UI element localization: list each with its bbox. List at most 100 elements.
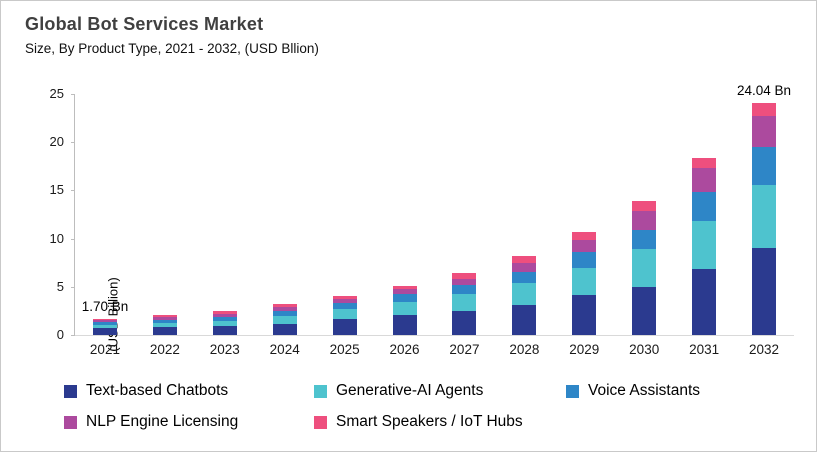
y-tick-label-10: 10: [49, 230, 64, 246]
bar-segment-2032-smart-speakers-iot-hubs: [752, 103, 777, 116]
bar-segment-2028-generative-ai-agents: [512, 282, 537, 306]
bar-segment-2021-voice-assistants: [92, 322, 117, 326]
y-tick-mark-0: [71, 335, 75, 336]
bar-segment-2021-text-based-chatbots: [92, 328, 117, 335]
bar-segment-2026-smart-speakers-iot-hubs: [392, 285, 417, 290]
x-tick-label-2027: 2027: [449, 342, 480, 357]
bar-segment-2029-nlp-engine-licensing: [572, 240, 597, 252]
bar-segment-2026-voice-assistants: [392, 294, 417, 303]
legend-swatch-icon: [314, 384, 327, 398]
legend-swatch-icon: [566, 384, 579, 398]
x-tick-label-2026: 2026: [389, 342, 420, 357]
x-tick-label-2029: 2029: [569, 342, 600, 357]
x-tick-label-2032: 2032: [749, 342, 780, 357]
bar-segment-2030-text-based-chatbots: [632, 286, 657, 335]
bar-segment-2024-nlp-engine-licensing: [272, 307, 297, 312]
y-tick-label-15: 15: [49, 182, 64, 198]
y-tick-mark-20: [71, 142, 75, 144]
bar-segment-2028-voice-assistants: [512, 271, 537, 283]
bar-2026: [392, 285, 417, 335]
y-tick-label-0: 0: [56, 327, 64, 342]
bar-2029: [572, 232, 597, 335]
bar-segment-2029-text-based-chatbots: [572, 295, 597, 335]
bar-segment-2032-nlp-engine-licensing: [752, 115, 777, 148]
legend-swatch-icon: [314, 415, 327, 429]
y-tick-label-20: 20: [49, 134, 64, 150]
bar-2021: [92, 318, 117, 335]
bar-segment-2022-text-based-chatbots: [152, 327, 177, 335]
bar-segment-2024-voice-assistants: [272, 311, 297, 317]
bar-2028: [512, 255, 537, 335]
bar-segment-2025-generative-ai-agents: [332, 309, 357, 320]
bar-segment-2029-generative-ai-agents: [572, 267, 597, 296]
bar-segment-2021-smart-speakers-iot-hubs: [92, 318, 117, 321]
bar-segment-2024-generative-ai-agents: [272, 316, 297, 325]
bar-segment-2028-nlp-engine-licensing: [512, 262, 537, 272]
page-subtitle: Size, By Product Type, 2021 - 2032, (USD…: [25, 41, 319, 56]
x-tick-label-2031: 2031: [689, 342, 720, 357]
bar-2025: [332, 296, 357, 335]
x-tick-label-2023: 2023: [209, 342, 240, 357]
bar-segment-2030-smart-speakers-iot-hubs: [632, 201, 657, 212]
legend-item-voice-assistants: Voice Assistants: [566, 382, 794, 400]
bar-segment-2031-voice-assistants: [692, 192, 717, 222]
bar-segment-2030-nlp-engine-licensing: [632, 211, 657, 230]
bar-segment-2026-nlp-engine-licensing: [392, 289, 417, 295]
legend-item-generative-ai-agents: Generative-AI Agents: [314, 382, 566, 400]
bar-segment-2029-voice-assistants: [572, 251, 597, 268]
legend-label: Generative-AI Agents: [336, 382, 484, 399]
bar-segment-2027-generative-ai-agents: [452, 294, 477, 312]
bar-segment-2032-generative-ai-agents: [752, 184, 777, 248]
bar-segment-2022-nlp-engine-licensing: [152, 317, 177, 320]
y-tick-mark-10: [71, 238, 75, 240]
bar-segment-2023-text-based-chatbots: [212, 326, 237, 335]
bar-segment-2025-nlp-engine-licensing: [332, 299, 357, 304]
bar-segment-2022-generative-ai-agents: [152, 323, 177, 328]
bar-segment-2028-text-based-chatbots: [512, 305, 537, 335]
legend-label: Voice Assistants: [588, 382, 701, 399]
bar-segment-2026-generative-ai-agents: [392, 302, 417, 316]
bar-2032: [752, 103, 777, 335]
x-tick-label-2028: 2028: [509, 342, 540, 357]
bar-segment-2029-smart-speakers-iot-hubs: [572, 232, 597, 240]
bar-2024: [272, 304, 297, 335]
x-tick-label-2025: 2025: [329, 342, 360, 357]
legend-item-smart-speakers-iot-hubs: Smart Speakers / IoT Hubs: [314, 413, 566, 431]
bar-segment-2023-nlp-engine-licensing: [212, 314, 237, 318]
plot-area: (USD Billion) 0 5 10 15 20 25 2021 2022 2023 202…: [50, 83, 794, 357]
legend: Text-based Chatbots Generative-AI Agents V…: [64, 382, 794, 431]
bar-segment-2027-voice-assistants: [452, 285, 477, 295]
bar-segment-2027-nlp-engine-licensing: [452, 278, 477, 286]
x-tick-label-2021: 2021: [89, 342, 120, 357]
bar-segment-2032-voice-assistants: [752, 147, 777, 185]
bar-segment-2032-text-based-chatbots: [752, 247, 777, 335]
bar-2023: [212, 311, 237, 335]
bar-segment-2023-voice-assistants: [212, 317, 237, 322]
annotation-2021: 1.70 Bn: [81, 298, 129, 314]
bar-segment-2026-text-based-chatbots: [392, 315, 417, 335]
bar-segment-2031-text-based-chatbots: [692, 269, 717, 335]
y-tick-mark-15: [71, 190, 75, 192]
legend-label: NLP Engine Licensing: [86, 413, 239, 430]
bar-segment-2027-smart-speakers-iot-hubs: [452, 272, 477, 279]
bar-segment-2031-generative-ai-agents: [692, 221, 717, 270]
bar-segment-2024-text-based-chatbots: [272, 324, 297, 335]
bar-segment-2022-voice-assistants: [152, 319, 177, 324]
legend-swatch-icon: [64, 415, 77, 429]
bar-segment-2023-generative-ai-agents: [212, 321, 237, 327]
bar-segment-2023-smart-speakers-iot-hubs: [212, 311, 237, 315]
bar-2027: [452, 272, 477, 335]
bar-segment-2025-text-based-chatbots: [332, 319, 357, 335]
bar-segment-2024-smart-speakers-iot-hubs: [272, 304, 297, 308]
y-tick-label-5: 5: [56, 278, 64, 294]
y-tick-label-25: 25: [49, 86, 64, 101]
y-tick-mark-25: [71, 94, 75, 95]
bar-segment-2025-smart-speakers-iot-hubs: [332, 296, 357, 300]
bar-segment-2025-voice-assistants: [332, 303, 357, 310]
bar-segment-2030-generative-ai-agents: [632, 248, 657, 287]
legend-item-text-based-chatbots: Text-based Chatbots: [64, 382, 314, 400]
legend-label: Smart Speakers / IoT Hubs: [336, 413, 523, 430]
bar-segment-2031-nlp-engine-licensing: [692, 168, 717, 193]
x-tick-label-2022: 2022: [149, 342, 180, 357]
